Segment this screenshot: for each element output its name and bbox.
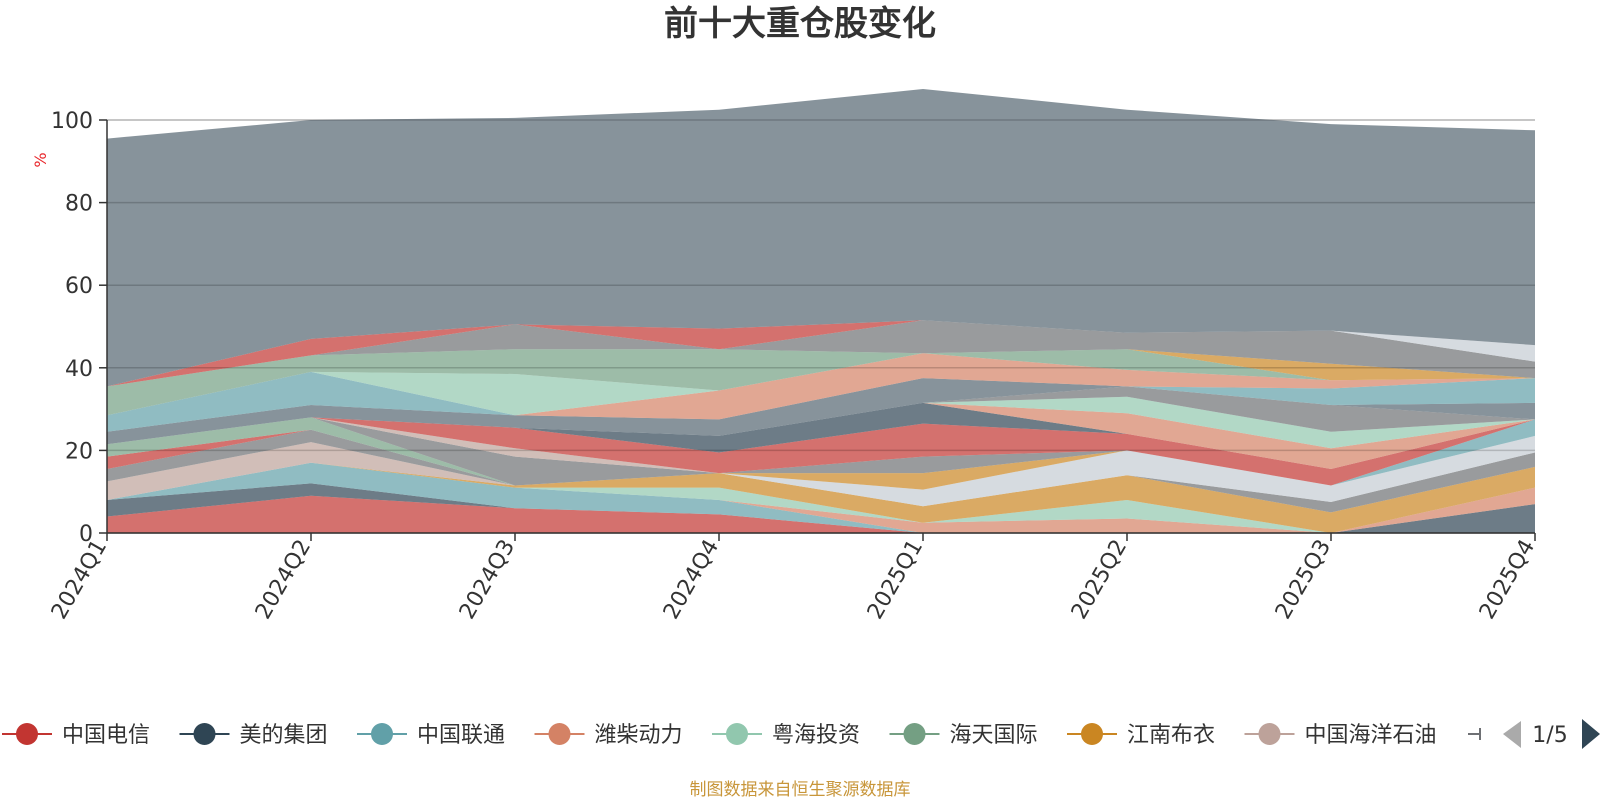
- y-axis-unit: %: [31, 152, 50, 167]
- legend-label: 粤海投资: [772, 723, 860, 748]
- legend-item[interactable]: 海天国际: [889, 723, 1038, 748]
- area-series-3: [107, 462, 1535, 533]
- area-series-33: [107, 89, 1535, 387]
- y-tick-label: 80: [65, 192, 93, 217]
- legend-marker-icon: [1081, 723, 1103, 745]
- area-series-14: [107, 417, 1535, 490]
- legend-next-page-icon[interactable]: [1582, 719, 1600, 749]
- x-tick-label: 2025Q1: [863, 536, 928, 624]
- legend-label: 中国海洋石油: [1305, 723, 1437, 748]
- chart-title: 前十大重仓股变化: [664, 4, 936, 44]
- y-axis-ticks: 0 20 40 60 80 100: [51, 109, 107, 547]
- area-series-5: [107, 462, 1535, 533]
- area-series-2: [107, 483, 1535, 533]
- legend-label: 中国电信: [62, 723, 150, 748]
- y-tick-label: 100: [51, 109, 93, 134]
- legend-marker-icon: [371, 723, 393, 745]
- area-series-26: [107, 353, 1535, 416]
- legend-marker-icon: [16, 723, 38, 745]
- legend-item[interactable]: 中国电信: [2, 723, 150, 748]
- legend-page-label: 1/5: [1532, 723, 1567, 748]
- legend-item[interactable]: 粤海投资: [712, 723, 860, 748]
- y-tick-label: 0: [79, 522, 93, 547]
- legend-item[interactable]: 中国联通: [357, 723, 505, 748]
- area-series-15: [107, 417, 1535, 490]
- area-series-18: [107, 417, 1535, 486]
- source-note: 制图数据来自恒生聚源数据库: [690, 780, 911, 800]
- area-series-31: [107, 320, 1535, 387]
- x-tick-label: 2025Q2: [1067, 536, 1132, 624]
- legend-label: 美的集团: [240, 723, 328, 748]
- area-series-29: [107, 320, 1535, 387]
- area-series-28: [107, 349, 1535, 387]
- area-series-20: [107, 402, 1535, 469]
- legend[interactable]: 中国电信 美的集团 中国联通 潍柴动力 粤海投资 海天国际 江南布衣 中国海洋石油: [2, 723, 1481, 748]
- area-series-1: [107, 495, 1535, 533]
- axes: [106, 120, 1535, 534]
- legend-marker-icon: [193, 723, 216, 745]
- x-tick-label: 2025Q4: [1475, 536, 1540, 624]
- legend-item[interactable]: 美的集团: [179, 723, 328, 748]
- legend-pager[interactable]: 1/5: [1503, 719, 1600, 749]
- x-tick-label: 2025Q3: [1271, 536, 1336, 624]
- area-series-19: [107, 402, 1535, 469]
- area-series-25: [107, 353, 1535, 420]
- area-series-22: [107, 386, 1535, 445]
- legend-label: 潍柴动力: [595, 723, 683, 748]
- stacked-areas: [107, 89, 1535, 534]
- y-tick-label: 60: [65, 274, 93, 299]
- x-tick-label: 2024Q4: [659, 536, 724, 624]
- x-tick-label: 2024Q2: [251, 536, 316, 624]
- area-series-21: [107, 396, 1535, 449]
- legend-label: 江南布衣: [1127, 723, 1215, 748]
- x-axis-ticks: 2024Q1 2024Q2 2024Q3 2024Q4 2025Q1 2025Q2 2025…: [47, 533, 1540, 624]
- y-tick-label: 40: [65, 357, 93, 382]
- x-tick-label: 2024Q3: [455, 536, 520, 624]
- legend-marker-icon: [903, 723, 926, 745]
- area-series-16: [107, 417, 1535, 486]
- area-series-24: [107, 371, 1535, 432]
- x-tick-label: 2024Q1: [47, 536, 112, 624]
- legend-label: 中国联通: [417, 723, 505, 748]
- legend-marker-icon: [548, 723, 571, 745]
- legend-item[interactable]: 江南布衣: [1067, 723, 1215, 748]
- area-series-23: [107, 378, 1535, 445]
- legend-prev-page-icon[interactable]: [1503, 721, 1521, 748]
- legend-item[interactable]: 中国海洋石油: [1244, 723, 1437, 748]
- legend-label: 海天国际: [950, 723, 1038, 748]
- legend-item[interactable]: 潍柴动力: [534, 723, 683, 748]
- area-series-27: [107, 349, 1535, 416]
- area-series-7: [107, 462, 1535, 533]
- y-tick-label: 20: [65, 439, 93, 464]
- legend-marker-icon: [1258, 723, 1281, 745]
- legend-marker-icon: [726, 723, 748, 745]
